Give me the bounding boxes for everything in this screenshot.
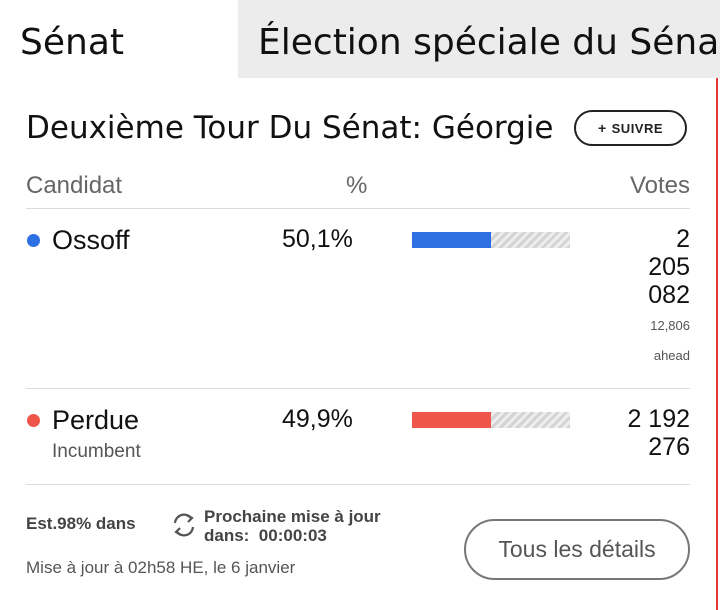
column-header-candidate: Candidat xyxy=(26,172,123,199)
last-updated: Mise à jour à 02h58 HE, le 6 janvier xyxy=(26,558,296,577)
follow-button[interactable]: + SUIVRE xyxy=(574,110,687,146)
column-header-percent: % xyxy=(346,172,368,199)
next-update-countdown: Prochaine mise à jour dans: 00:00:03 xyxy=(204,507,381,545)
candidate-votes: 2 205 082 xyxy=(580,225,690,309)
header-divider xyxy=(26,208,690,209)
votes-line: 082 xyxy=(648,281,690,309)
refresh-icon[interactable] xyxy=(170,510,198,540)
candidate-percent: 50,1% xyxy=(282,225,353,253)
vote-share-bar xyxy=(412,232,570,248)
results-card: Deuxième Tour Du Sénat: Géorgie + SUIVRE… xyxy=(8,88,708,608)
candidate-name: Perdue xyxy=(52,405,140,435)
lead-margin-value: 12,806 xyxy=(650,318,690,333)
reporting-estimate: Est.98% dans xyxy=(26,514,136,533)
party-color-dot xyxy=(27,234,40,247)
votes-line: 205 xyxy=(648,253,690,281)
full-details-button[interactable]: Tous les détails xyxy=(464,519,690,580)
vote-share-bar xyxy=(412,412,570,428)
follow-button-label: SUIVRE xyxy=(611,120,664,136)
candidate-name: Ossoff xyxy=(52,225,130,255)
vote-share-bar-fill xyxy=(412,412,491,428)
candidate-percent: 49,9% xyxy=(282,405,353,433)
countdown-value: 00:00:03 xyxy=(258,526,327,545)
candidate-votes: 2 192 276 xyxy=(580,405,690,461)
votes-line: 276 xyxy=(648,433,690,461)
lead-margin: 12,806 ahead xyxy=(650,311,690,371)
votes-line: 2 xyxy=(676,225,690,253)
next-update-timer: dans: 00:00:03 xyxy=(204,526,381,545)
incumbent-label: Incumbent xyxy=(52,441,141,462)
lead-margin-label: ahead xyxy=(653,348,690,363)
votes-line: 2 192 xyxy=(627,405,690,433)
next-update-label: Prochaine mise à jour xyxy=(204,507,381,526)
tab-senate[interactable]: Sénat xyxy=(0,0,238,78)
vote-share-bar-fill xyxy=(412,232,492,248)
next-update-prefix: dans: xyxy=(204,526,250,545)
row-divider xyxy=(26,388,690,389)
race-tabs: Sénat Élection spéciale du Sénat xyxy=(0,0,720,78)
row-divider xyxy=(26,484,690,485)
party-color-dot xyxy=(27,414,40,427)
tab-senate-label: Sénat xyxy=(20,22,124,63)
accent-edge-line xyxy=(716,78,718,610)
plus-icon: + xyxy=(597,120,607,136)
tab-special-election-label: Élection spéciale du Sénat xyxy=(258,22,720,63)
tab-special-election[interactable]: Élection spéciale du Sénat xyxy=(238,0,720,78)
column-header-votes: Votes xyxy=(629,172,690,199)
race-title: Deuxième Tour Du Sénat: Géorgie xyxy=(26,110,554,146)
